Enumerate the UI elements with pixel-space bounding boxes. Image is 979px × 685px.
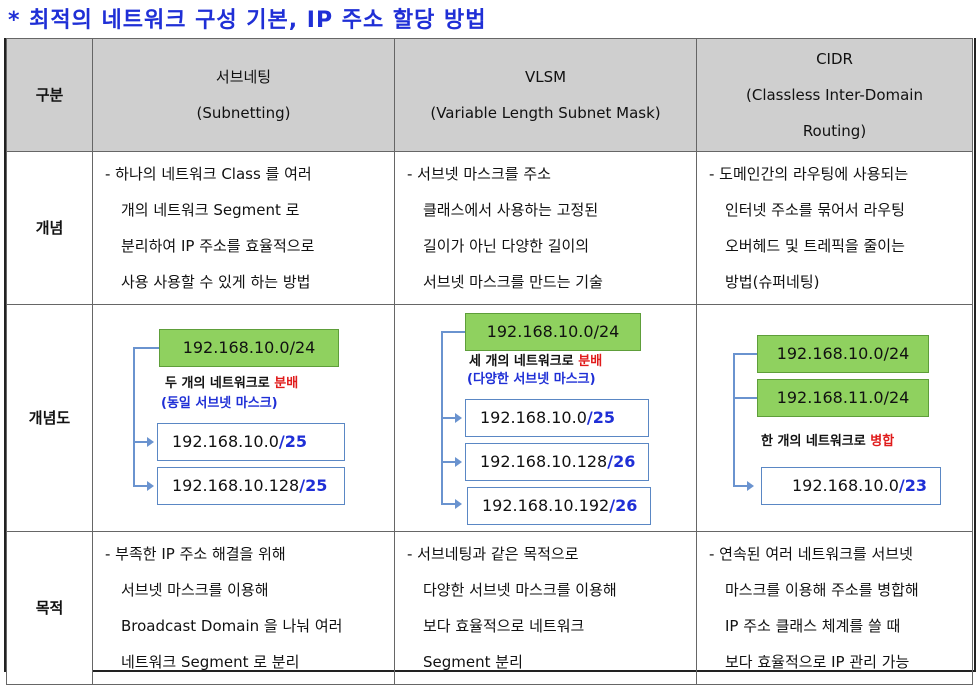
text-line: 분리하여 IP 주소를 효율적으로 [121,237,315,255]
arrow-right-icon [455,499,462,509]
row-label-concept: 개념 [6,151,93,305]
header-vlsm-long: (Variable Length Subnet Mask) [430,104,661,122]
table-row-concept: 개념 - 하나의 네트워크 Class 를 여러 개의 네트워크 Segment… [6,151,973,305]
text-line: 사용 사용할 수 있게 하는 방법 [121,273,311,291]
arrow-line [133,485,147,487]
concept-vlsm: - 서브넷 마스크를 주소 클래스에서 사용하는 고정된 길이가 아닌 다양한 … [394,151,697,305]
table-row-purpose: 목적 - 부족한 IP 주소 해결을 위해 서브넷 마스크를 이용해 Broad… [6,531,973,685]
row-label-diagram: 개념도 [6,304,93,532]
concept-subnetting: - 하나의 네트워크 Class 를 여러 개의 네트워크 Segment 로 … [92,151,395,305]
page-title: * 최적의 네트워크 구성 기본, IP 주소 할당 방법 [8,8,487,33]
text-line: 마스크를 이용해 주소를 병합해 [725,581,919,599]
header-subnetting-ko: 서브네팅 [215,68,272,86]
header-cidr: CIDR (Classless Inter-Domain Routing) [696,38,973,152]
arrow-line [441,503,455,505]
text-line: 다양한 서브넷 마스크를 이용해 [423,581,617,599]
source-network-box: 192.168.10.0/24 [159,329,339,367]
text-line: 클래스에서 사용하는 고정된 [423,201,599,219]
split-note: 세 개의 네트워크로 분배 [469,354,603,369]
output-network-box: 192.168.10.0/25 [157,423,345,461]
split-note: 두 개의 네트워크로 분배 [165,376,299,391]
header-vlsm: VLSM (Variable Length Subnet Mask) [394,38,697,152]
source-network-box: 192.168.11.0/24 [757,379,929,417]
text-line: - 도메인간의 라우팅에 사용되는 [709,165,909,183]
table-row-diagram: 개념도 192.168.10.0/24 두 개의 네트워크로 분배 (동일 서브… [6,304,973,532]
arrow-line [133,441,147,443]
split-note-sub: (다양한 서브넷 마스크) [467,372,596,387]
bracket-line [733,353,735,487]
arrow-right-icon [455,457,462,467]
text-line: Segment 분리 [423,653,523,671]
output-network-box: 192.168.10.128/26 [465,443,649,481]
bracket-tick [133,347,159,349]
arrow-line [441,461,455,463]
text-line: 보다 효율적으로 네트워크 [423,617,585,635]
arrow-line [441,417,455,419]
purpose-subnetting: - 부족한 IP 주소 해결을 위해 서브넷 마스크를 이용해 Broadcas… [92,531,395,685]
output-network-box: 192.168.10.128/25 [157,467,345,505]
text-line: - 서브넷 마스크를 주소 [407,165,551,183]
source-network-box: 192.168.10.0/24 [757,335,929,373]
header-category: 구분 [6,38,93,152]
comparison-table: 구분 서브네팅 (Subnetting) VLSM (Variable Leng… [6,38,973,685]
text-line: 방법(슈퍼네팅) [725,273,820,291]
split-note-sub: (동일 서브넷 마스크) [161,396,278,411]
row-label-purpose: 목적 [6,531,93,685]
text-line: IP 주소 클래스 체계를 쓸 때 [725,617,901,635]
header-vlsm-short: VLSM [524,68,567,86]
header-cidr-short: CIDR [816,50,853,68]
arrow-right-icon [747,481,754,491]
purpose-vlsm: - 서브네팅과 같은 목적으로 다양한 서브넷 마스크를 이용해 보다 효율적으… [394,531,697,685]
purpose-cidr: - 연속된 여러 네트워크를 서브넷 마스크를 이용해 주소를 병합해 IP 주… [696,531,973,685]
output-network-box: 192.168.10.0/25 [465,399,649,437]
header-cidr-long1: (Classless Inter-Domain [746,86,923,104]
arrow-right-icon [455,413,462,423]
text-line: 서브넷 마스크를 만드는 기술 [423,273,603,291]
text-line: 서브넷 마스크를 이용해 [121,581,269,599]
text-line: - 부족한 IP 주소 해결을 위해 [105,545,286,563]
output-network-box: 192.168.10.192/26 [467,487,651,525]
table-header-row: 구분 서브네팅 (Subnetting) VLSM (Variable Leng… [6,38,973,152]
diagram-cidr: 192.168.10.0/24 192.168.11.0/24 한 개의 네트워… [696,304,973,532]
arrow-line [733,485,747,487]
diagram-subnetting: 192.168.10.0/24 두 개의 네트워크로 분배 (동일 서브넷 마스… [92,304,395,532]
text-line: 네트워크 Segment 로 분리 [121,653,300,671]
bracket-tick [733,353,757,355]
bracket-line [133,347,135,487]
text-line: - 하나의 네트워크 Class 를 여러 [105,165,312,183]
diagram-vlsm: 192.168.10.0/24 세 개의 네트워크로 분배 (다양한 서브넷 마… [394,304,697,532]
text-line: Broadcast Domain 을 나눠 여러 [121,617,343,635]
bracket-tick [441,331,465,333]
text-line: - 서브네팅과 같은 목적으로 [407,545,579,563]
header-subnetting-en: (Subnetting) [196,104,291,122]
bracket-tick [733,397,757,399]
text-line: 길이가 아닌 다양한 길이의 [423,237,590,255]
concept-cidr: - 도메인간의 라우팅에 사용되는 인터넷 주소를 묶어서 라우팅 오버헤드 및… [696,151,973,305]
text-line: 오버헤드 및 트레픽을 줄이는 [725,237,905,255]
output-network-box: 192.168.10.0/23 [761,467,941,505]
arrow-right-icon [147,437,154,447]
merge-note: 한 개의 네트워크로 병합 [761,434,895,449]
text-line: 보다 효율적으로 IP 관리 가능 [725,653,910,671]
text-line: 인터넷 주소를 묶어서 라우팅 [725,201,905,219]
text-line: 개의 네트워크 Segment 로 [121,201,300,219]
source-network-box: 192.168.10.0/24 [465,313,641,351]
header-cidr-long2: Routing) [802,122,867,140]
text-line: - 연속된 여러 네트워크를 서브넷 [709,545,913,563]
header-subnetting: 서브네팅 (Subnetting) [92,38,395,152]
arrow-right-icon [147,481,154,491]
